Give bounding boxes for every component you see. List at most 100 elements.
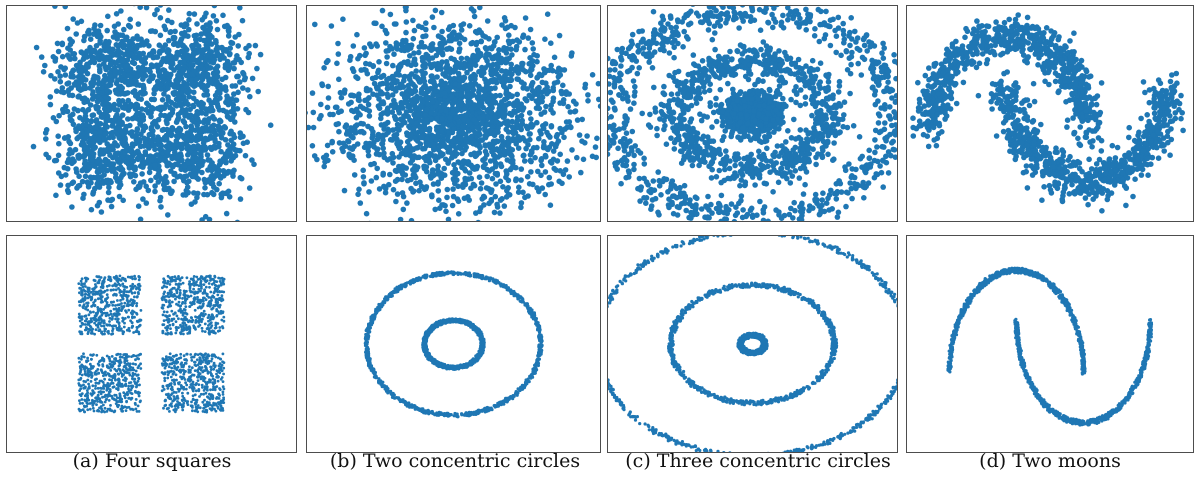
scatter-point bbox=[222, 84, 229, 90]
scatter-point bbox=[62, 72, 69, 78]
scatter-point bbox=[73, 128, 79, 135]
scatter-point bbox=[485, 96, 492, 103]
scatter-point bbox=[220, 168, 227, 174]
panel-two-circles-noisy bbox=[306, 5, 601, 222]
scatter-point bbox=[150, 132, 156, 139]
scatter-point bbox=[380, 72, 387, 79]
scatter-point bbox=[60, 109, 67, 116]
scatter-point bbox=[306, 124, 312, 131]
scatter-point bbox=[595, 80, 601, 87]
scatter-point bbox=[498, 68, 505, 74]
scatter-point bbox=[514, 121, 520, 127]
scatter-point bbox=[518, 166, 525, 172]
scatter-point bbox=[112, 140, 118, 146]
scatter-point bbox=[236, 31, 242, 38]
scatter-point bbox=[207, 65, 214, 71]
scatter-point bbox=[118, 8, 124, 14]
scatter-point bbox=[173, 55, 179, 62]
scatter-point bbox=[511, 100, 518, 106]
scatter-point bbox=[368, 161, 374, 168]
scatter-point bbox=[380, 110, 387, 116]
scatter-point bbox=[183, 98, 189, 104]
scatter-point bbox=[197, 144, 203, 151]
scatter-point bbox=[489, 166, 496, 172]
scatter-point bbox=[672, 69, 678, 76]
scatter-point bbox=[138, 96, 144, 102]
scatter-point bbox=[641, 155, 647, 162]
scatter-point bbox=[355, 95, 362, 101]
scatter-point bbox=[90, 151, 97, 157]
scatter-point bbox=[352, 129, 359, 136]
scatter-point bbox=[160, 45, 166, 51]
scatter-point bbox=[186, 26, 192, 33]
scatter-point bbox=[228, 158, 234, 164]
scatter-point bbox=[394, 136, 400, 142]
scatter-point bbox=[165, 97, 172, 103]
scatter-point bbox=[444, 186, 451, 193]
scatter-point bbox=[500, 147, 507, 154]
scatter-point bbox=[204, 52, 211, 59]
scatter-point bbox=[564, 158, 571, 164]
scatter-point bbox=[204, 45, 210, 51]
scatter-point bbox=[562, 126, 568, 132]
scatter-point bbox=[596, 123, 602, 129]
scatter-point bbox=[422, 112, 429, 118]
scatter-point bbox=[410, 172, 417, 178]
scatter-point bbox=[71, 81, 78, 87]
scatter-point bbox=[497, 152, 504, 158]
scatter-point bbox=[140, 76, 146, 82]
scatter-point bbox=[668, 91, 675, 97]
scatter-point bbox=[186, 178, 192, 185]
scatter-point bbox=[55, 152, 62, 159]
scatter-point bbox=[171, 178, 177, 185]
scatter-point bbox=[492, 153, 498, 160]
scatter-point bbox=[143, 5, 150, 11]
scatter-point bbox=[785, 128, 791, 134]
scatter-point bbox=[338, 94, 345, 101]
scatter-point bbox=[131, 70, 137, 76]
scatter-point bbox=[744, 211, 751, 218]
scatter-point bbox=[392, 178, 399, 184]
scatter-point bbox=[65, 182, 71, 189]
scatter-point bbox=[560, 82, 566, 89]
scatter-point bbox=[476, 68, 482, 75]
scatter-point bbox=[105, 108, 111, 114]
scatter-point bbox=[810, 86, 817, 93]
scatter-point bbox=[892, 99, 898, 105]
scatter-point bbox=[393, 198, 399, 205]
scatter-point bbox=[132, 114, 138, 120]
scatter-point bbox=[84, 150, 90, 157]
scatter-point bbox=[64, 166, 71, 172]
scatter-point bbox=[482, 127, 488, 134]
scatter-point bbox=[515, 66, 521, 72]
scatter-point bbox=[214, 101, 221, 107]
scatter-point bbox=[476, 131, 483, 138]
scatter-point bbox=[152, 11, 158, 18]
scatter-point bbox=[466, 99, 472, 106]
scatter-point bbox=[446, 33, 453, 40]
scatter-point bbox=[158, 175, 164, 182]
scatter-point bbox=[458, 27, 465, 33]
scatter-point bbox=[65, 156, 72, 163]
scatter-point bbox=[208, 173, 215, 180]
scatter-point bbox=[582, 81, 589, 88]
scatter-point bbox=[237, 5, 243, 11]
scatter-point bbox=[423, 20, 429, 26]
scatter-point bbox=[127, 16, 133, 23]
scatter-point bbox=[225, 142, 231, 148]
scatter-point bbox=[607, 133, 608, 137]
scatter-point bbox=[658, 20, 664, 27]
scatter-point bbox=[462, 168, 469, 174]
scatter-point bbox=[338, 108, 345, 114]
scatter-point bbox=[235, 89, 241, 96]
scatter-point bbox=[137, 143, 144, 150]
scatter-point bbox=[455, 70, 462, 77]
scatter-point bbox=[104, 27, 110, 34]
scatter-point bbox=[212, 92, 219, 99]
scatter-point bbox=[479, 120, 486, 126]
scatter-point bbox=[610, 99, 616, 105]
scatter-point bbox=[499, 22, 505, 28]
scatter-point bbox=[165, 212, 171, 218]
scatter-point bbox=[198, 151, 204, 158]
scatter-point bbox=[874, 144, 880, 150]
